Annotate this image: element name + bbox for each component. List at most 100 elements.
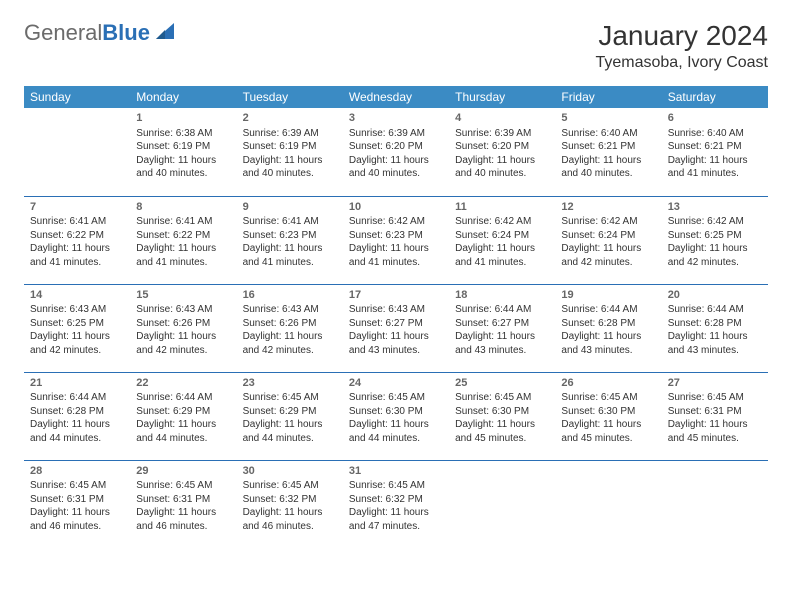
calendar-day-cell: 25Sunrise: 6:45 AMSunset: 6:30 PMDayligh… [449,372,555,460]
title-block: January 2024 Tyemasoba, Ivory Coast [595,20,768,72]
page-header: GeneralBlue January 2024 Tyemasoba, Ivor… [24,20,768,72]
calendar-week-row: 14Sunrise: 6:43 AMSunset: 6:25 PMDayligh… [24,284,768,372]
daylight-line: Daylight: 11 hours and 46 minutes. [136,506,230,533]
sunset-line: Sunset: 6:21 PM [561,140,655,154]
daylight-line: Daylight: 11 hours and 42 minutes. [136,330,230,357]
sunset-line: Sunset: 6:29 PM [136,405,230,419]
daylight-line: Daylight: 11 hours and 44 minutes. [136,418,230,445]
sunset-line: Sunset: 6:19 PM [136,140,230,154]
day-number: 12 [561,200,655,215]
calendar-week-row: 7Sunrise: 6:41 AMSunset: 6:22 PMDaylight… [24,196,768,284]
sunset-line: Sunset: 6:30 PM [349,405,443,419]
sunrise-line: Sunrise: 6:40 AM [668,127,762,141]
day-number: 29 [136,464,230,479]
sunrise-line: Sunrise: 6:42 AM [561,215,655,229]
calendar-empty-cell [24,108,130,196]
sunset-line: Sunset: 6:22 PM [136,229,230,243]
sunrise-line: Sunrise: 6:45 AM [561,391,655,405]
sunrise-line: Sunrise: 6:42 AM [349,215,443,229]
calendar-day-cell: 27Sunrise: 6:45 AMSunset: 6:31 PMDayligh… [662,372,768,460]
calendar-header-row: SundayMondayTuesdayWednesdayThursdayFrid… [24,86,768,108]
day-number: 22 [136,376,230,391]
calendar-day-cell: 26Sunrise: 6:45 AMSunset: 6:30 PMDayligh… [555,372,661,460]
calendar-day-cell: 21Sunrise: 6:44 AMSunset: 6:28 PMDayligh… [24,372,130,460]
sunrise-line: Sunrise: 6:45 AM [455,391,549,405]
sunrise-line: Sunrise: 6:42 AM [668,215,762,229]
sunrise-line: Sunrise: 6:45 AM [349,391,443,405]
weekday-header: Tuesday [237,86,343,108]
calendar-day-cell: 24Sunrise: 6:45 AMSunset: 6:30 PMDayligh… [343,372,449,460]
sunrise-line: Sunrise: 6:39 AM [243,127,337,141]
sunset-line: Sunset: 6:22 PM [30,229,124,243]
daylight-line: Daylight: 11 hours and 43 minutes. [668,330,762,357]
sunset-line: Sunset: 6:31 PM [668,405,762,419]
calendar-empty-cell [449,460,555,548]
day-number: 16 [243,288,337,303]
calendar-day-cell: 3Sunrise: 6:39 AMSunset: 6:20 PMDaylight… [343,108,449,196]
sunset-line: Sunset: 6:32 PM [349,493,443,507]
sunset-line: Sunset: 6:26 PM [243,317,337,331]
daylight-line: Daylight: 11 hours and 42 minutes. [561,242,655,269]
sunrise-line: Sunrise: 6:41 AM [243,215,337,229]
sunrise-line: Sunrise: 6:45 AM [243,391,337,405]
sunrise-line: Sunrise: 6:45 AM [243,479,337,493]
sunrise-line: Sunrise: 6:45 AM [30,479,124,493]
calendar-day-cell: 28Sunrise: 6:45 AMSunset: 6:31 PMDayligh… [24,460,130,548]
sail-icon [154,21,176,46]
location-subtitle: Tyemasoba, Ivory Coast [595,54,768,72]
weekday-header: Thursday [449,86,555,108]
sunset-line: Sunset: 6:28 PM [561,317,655,331]
day-number: 9 [243,200,337,215]
calendar-day-cell: 2Sunrise: 6:39 AMSunset: 6:19 PMDaylight… [237,108,343,196]
calendar-day-cell: 4Sunrise: 6:39 AMSunset: 6:20 PMDaylight… [449,108,555,196]
day-number: 28 [30,464,124,479]
daylight-line: Daylight: 11 hours and 47 minutes. [349,506,443,533]
calendar-day-cell: 23Sunrise: 6:45 AMSunset: 6:29 PMDayligh… [237,372,343,460]
daylight-line: Daylight: 11 hours and 42 minutes. [30,330,124,357]
day-number: 23 [243,376,337,391]
day-number: 15 [136,288,230,303]
brand-name-blue: Blue [102,20,150,45]
daylight-line: Daylight: 11 hours and 42 minutes. [243,330,337,357]
calendar-day-cell: 30Sunrise: 6:45 AMSunset: 6:32 PMDayligh… [237,460,343,548]
day-number: 14 [30,288,124,303]
calendar-week-row: 1Sunrise: 6:38 AMSunset: 6:19 PMDaylight… [24,108,768,196]
sunrise-line: Sunrise: 6:44 AM [668,303,762,317]
daylight-line: Daylight: 11 hours and 41 minutes. [455,242,549,269]
daylight-line: Daylight: 11 hours and 41 minutes. [136,242,230,269]
brand-name-gray: General [24,20,102,45]
calendar-day-cell: 9Sunrise: 6:41 AMSunset: 6:23 PMDaylight… [237,196,343,284]
sunrise-line: Sunrise: 6:43 AM [243,303,337,317]
sunrise-line: Sunrise: 6:42 AM [455,215,549,229]
sunset-line: Sunset: 6:27 PM [349,317,443,331]
sunset-line: Sunset: 6:21 PM [668,140,762,154]
daylight-line: Daylight: 11 hours and 40 minutes. [349,154,443,181]
calendar-day-cell: 8Sunrise: 6:41 AMSunset: 6:22 PMDaylight… [130,196,236,284]
sunset-line: Sunset: 6:27 PM [455,317,549,331]
sunset-line: Sunset: 6:26 PM [136,317,230,331]
day-number: 1 [136,111,230,126]
weekday-header: Monday [130,86,236,108]
calendar-day-cell: 13Sunrise: 6:42 AMSunset: 6:25 PMDayligh… [662,196,768,284]
daylight-line: Daylight: 11 hours and 40 minutes. [455,154,549,181]
sunrise-line: Sunrise: 6:45 AM [349,479,443,493]
sunrise-line: Sunrise: 6:45 AM [136,479,230,493]
sunrise-line: Sunrise: 6:43 AM [136,303,230,317]
day-number: 19 [561,288,655,303]
daylight-line: Daylight: 11 hours and 40 minutes. [561,154,655,181]
daylight-line: Daylight: 11 hours and 43 minutes. [349,330,443,357]
calendar-body: 1Sunrise: 6:38 AMSunset: 6:19 PMDaylight… [24,108,768,548]
daylight-line: Daylight: 11 hours and 44 minutes. [30,418,124,445]
day-number: 4 [455,111,549,126]
day-number: 10 [349,200,443,215]
calendar-day-cell: 1Sunrise: 6:38 AMSunset: 6:19 PMDaylight… [130,108,236,196]
sunset-line: Sunset: 6:31 PM [30,493,124,507]
weekday-header: Wednesday [343,86,449,108]
daylight-line: Daylight: 11 hours and 44 minutes. [349,418,443,445]
sunset-line: Sunset: 6:20 PM [455,140,549,154]
sunset-line: Sunset: 6:19 PM [243,140,337,154]
sunset-line: Sunset: 6:23 PM [243,229,337,243]
day-number: 24 [349,376,443,391]
brand-name: GeneralBlue [24,20,150,46]
day-number: 21 [30,376,124,391]
